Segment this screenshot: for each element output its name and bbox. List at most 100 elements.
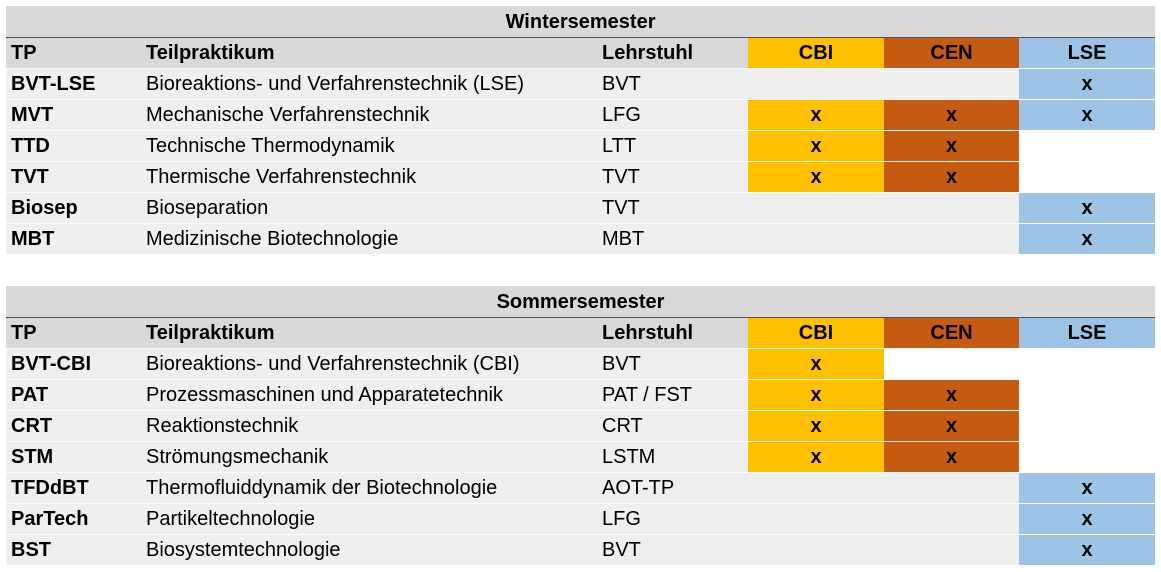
lse-mark: x [1019,192,1156,224]
tp-code: STM [6,441,141,473]
teilpraktikum-name: Strömungsmechanik [141,441,597,473]
lehrstuhl-name: LTT [597,130,748,162]
header-tp: TP [6,317,141,349]
cen-mark: x [884,130,1019,162]
header-teilpraktikum: Teilpraktikum [141,37,597,69]
lse-mark [1019,130,1156,162]
header-cbi: CBI [748,37,884,69]
cen-mark: x [884,99,1019,131]
cen-mark: x [884,161,1019,193]
cbi-mark [748,534,884,566]
tp-code: MBT [6,223,141,255]
cen-mark: x [884,441,1019,473]
tp-code: MVT [6,99,141,131]
cbi-mark: x [748,410,884,442]
schedule-table: Wintersemester TP Teilpraktikum Lehrstuhl CB… [6,6,1156,255]
table-row: CRT Reaktionstechnik CRT x x [6,410,1156,442]
lehrstuhl-name: TVT [597,161,748,193]
header-lehrstuhl: Lehrstuhl [597,317,748,349]
cen-mark: x [884,410,1019,442]
cbi-mark: x [748,379,884,411]
cen-mark [884,223,1019,255]
teilpraktikum-name: Reaktionstechnik [141,410,597,442]
table-row: MBT Medizinische Biotechnologie MBT x [6,223,1156,255]
header-tp: TP [6,37,141,69]
teilpraktikum-name: Partikeltechnologie [141,503,597,535]
lse-mark: x [1019,68,1156,100]
teilpraktikum-name: Thermische Verfahrenstechnik [141,161,597,193]
lehrstuhl-name: TVT [597,192,748,224]
lse-mark: x [1019,503,1156,535]
teilpraktikum-name: Technische Thermodynamik [141,130,597,162]
header-lse: LSE [1019,317,1156,349]
table-row: TTD Technische Thermodynamik LTT x x [6,130,1156,162]
header-lse: LSE [1019,37,1156,69]
cen-mark [884,534,1019,566]
lse-mark: x [1019,472,1156,504]
sommersemester-table-block: Sommersemester TP Teilpraktikum Lehrstuhl CB… [6,286,1156,566]
teilpraktikum-name: Thermofluiddynamik der Biotechnologie [141,472,597,504]
table-row: BVT-CBI Bioreaktions- und Verfahrenstechn… [6,348,1156,380]
tp-code: Biosep [6,192,141,224]
header-teilpraktikum: Teilpraktikum [141,317,597,349]
table-row: BVT-LSE Bioreaktions- und Verfahrenstechn… [6,68,1156,100]
header-cbi: CBI [748,317,884,349]
cen-mark [884,192,1019,224]
lse-mark [1019,348,1156,380]
table-row: TFDdBT Thermofluiddynamik der Biotechnolo… [6,472,1156,504]
tp-code: ParTech [6,503,141,535]
lse-mark: x [1019,534,1156,566]
teilpraktikum-name: Medizinische Biotechnologie [141,223,597,255]
cen-mark: x [884,379,1019,411]
lehrstuhl-name: PAT / FST [597,379,748,411]
teilpraktikum-name: Bioreaktions- und Verfahrenstechnik (CBI… [141,348,597,380]
lehrstuhl-name: BVT [597,534,748,566]
lse-mark [1019,410,1156,442]
teilpraktikum-name: Bioseparation [141,192,597,224]
lehrstuhl-name: CRT [597,410,748,442]
tp-code: BST [6,534,141,566]
tp-code: PAT [6,379,141,411]
lse-mark [1019,161,1156,193]
lehrstuhl-name: MBT [597,223,748,255]
tp-code: BVT-LSE [6,68,141,100]
header-cen: CEN [884,37,1019,69]
table-row: BST Biosystemtechnologie BVT x [6,534,1156,566]
table-row: TVT Thermische Verfahrenstechnik TVT x x [6,161,1156,193]
cbi-mark [748,503,884,535]
table-row: Biosep Bioseparation TVT x [6,192,1156,224]
teilpraktikum-name: Bioreaktions- und Verfahrenstechnik (LSE… [141,68,597,100]
tp-code: TFDdBT [6,472,141,504]
semester-title: Sommersemester [6,286,1156,318]
lehrstuhl-name: BVT [597,68,748,100]
cen-mark [884,503,1019,535]
teilpraktikum-name: Prozessmaschinen und Apparatetechnik [141,379,597,411]
cen-mark [884,348,1019,380]
cbi-mark [748,68,884,100]
cbi-mark: x [748,99,884,131]
cen-mark [884,68,1019,100]
lse-mark: x [1019,223,1156,255]
semester-title: Wintersemester [6,6,1156,38]
cbi-mark: x [748,441,884,473]
cbi-mark: x [748,130,884,162]
lehrstuhl-name: AOT-TP [597,472,748,504]
lse-mark: x [1019,99,1156,131]
lse-mark [1019,379,1156,411]
teilpraktikum-name: Mechanische Verfahrenstechnik [141,99,597,131]
lehrstuhl-name: LFG [597,99,748,131]
table-row: MVT Mechanische Verfahrenstechnik LFG x x x [6,99,1156,131]
cbi-mark [748,472,884,504]
table-row: ParTech Partikeltechnologie LFG x [6,503,1156,535]
header-lehrstuhl: Lehrstuhl [597,37,748,69]
lehrstuhl-name: LFG [597,503,748,535]
tp-code: TVT [6,161,141,193]
cbi-mark [748,192,884,224]
header-cen: CEN [884,317,1019,349]
lehrstuhl-name: LSTM [597,441,748,473]
lehrstuhl-name: BVT [597,348,748,380]
table-row: STM Strömungsmechanik LSTM x x [6,441,1156,473]
cbi-mark [748,223,884,255]
cen-mark [884,472,1019,504]
cbi-mark: x [748,161,884,193]
